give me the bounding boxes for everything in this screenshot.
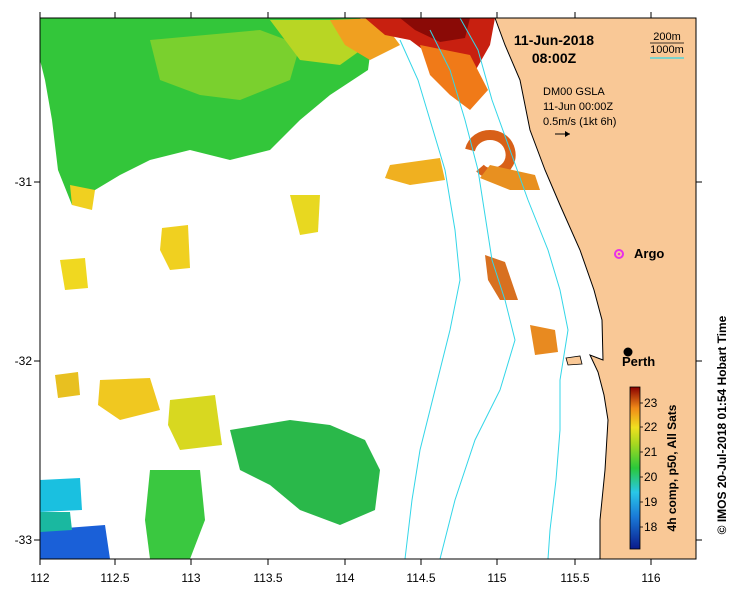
colorbar-tick-label: 18: [644, 520, 658, 534]
rottnest-island: [565, 355, 583, 366]
isobath-legend-200: 200m: [653, 31, 681, 43]
y-tick-label: -31: [15, 175, 33, 189]
sst-patch-cold-blue: [40, 525, 110, 559]
sst-patch-yellow-2: [290, 195, 320, 235]
isobath-1000m-east: [429, 29, 516, 560]
sst-patch-southwest-green: [145, 470, 205, 559]
y-tick-label: -33: [15, 533, 33, 547]
sst-patch-mid-orange: [385, 158, 445, 185]
sst-patch-cold-cyan: [40, 478, 82, 512]
colorbar: [629, 386, 641, 550]
sst-patch-yellow-3: [98, 378, 160, 420]
x-tick-label: 116: [641, 571, 660, 585]
coastline: [494, 17, 609, 559]
colorbar-tick-label: 20: [644, 470, 658, 484]
argo-marker-dot: [617, 252, 621, 256]
arrow-right-icon: [555, 131, 570, 137]
x-tick-label: 115.5: [560, 571, 589, 585]
map-time: 08:00Z: [532, 50, 577, 66]
colorbar-tick-label: 19: [644, 495, 658, 509]
sst-patch-cold-teal: [40, 512, 72, 532]
argo-marker-icon[interactable]: [614, 249, 624, 259]
map-date: 11-Jun-2018: [514, 32, 594, 48]
sst-patch-leeuwin-orange: [420, 45, 488, 110]
colorbar-label: 4h comp, p50, All Sats: [665, 404, 679, 531]
x-tick-label: 114.5: [406, 571, 435, 585]
plot-frame: [39, 17, 697, 560]
sst-patch-yellow-5: [60, 258, 88, 290]
land-western-australia: [495, 18, 696, 559]
y-tick-label: -32: [15, 354, 33, 368]
colorbar-tick-label: 23: [644, 396, 658, 410]
perth-marker-icon[interactable]: [623, 347, 633, 357]
sst-patch-yellow-1: [160, 225, 190, 270]
x-tick-label: 112.5: [100, 571, 129, 585]
perth-label: Perth: [622, 354, 655, 369]
sst-patch-shelf-orange: [485, 255, 518, 300]
credit-text: © IMOS 20-Jul-2018 01:54 Hobart Time: [715, 315, 729, 534]
gsla-name: DM00 GSLA: [543, 86, 605, 98]
x-tick-label: 114: [335, 571, 354, 585]
x-tick-label: 113: [181, 571, 200, 585]
isobath-200m: [459, 17, 569, 560]
argo-label: Argo: [634, 246, 664, 261]
sst-patch-north-lightgreen: [150, 30, 300, 100]
isobath-legend-1000: 1000m: [650, 44, 684, 56]
colorbar-tick-label: 21: [644, 445, 658, 459]
sst-patch-eddy-orange: [480, 165, 540, 190]
colorbar-tick-label: 22: [644, 420, 658, 434]
x-tick-label: 112: [30, 571, 49, 585]
gsla-time: 11-Jun 00:00Z: [543, 101, 613, 113]
sst-patch-yellow-7: [70, 185, 95, 210]
x-tick-label: 113.5: [253, 571, 282, 585]
x-tick-label: 115: [487, 571, 506, 585]
y-axis: [34, 181, 702, 541]
sst-field: [40, 18, 558, 559]
x-axis: [39, 12, 652, 565]
sst-patch-yellow-4: [168, 395, 222, 450]
sst-patch-south-green: [230, 420, 380, 525]
sst-patch-perth-orange: [530, 325, 558, 355]
sst-patch-yellow-6: [55, 372, 80, 398]
sst-patch-leeuwin-dark: [400, 18, 470, 42]
isobath-1000m-west: [399, 39, 461, 560]
gsla-scale: 0.5m/s (1kt 6h): [543, 116, 616, 128]
